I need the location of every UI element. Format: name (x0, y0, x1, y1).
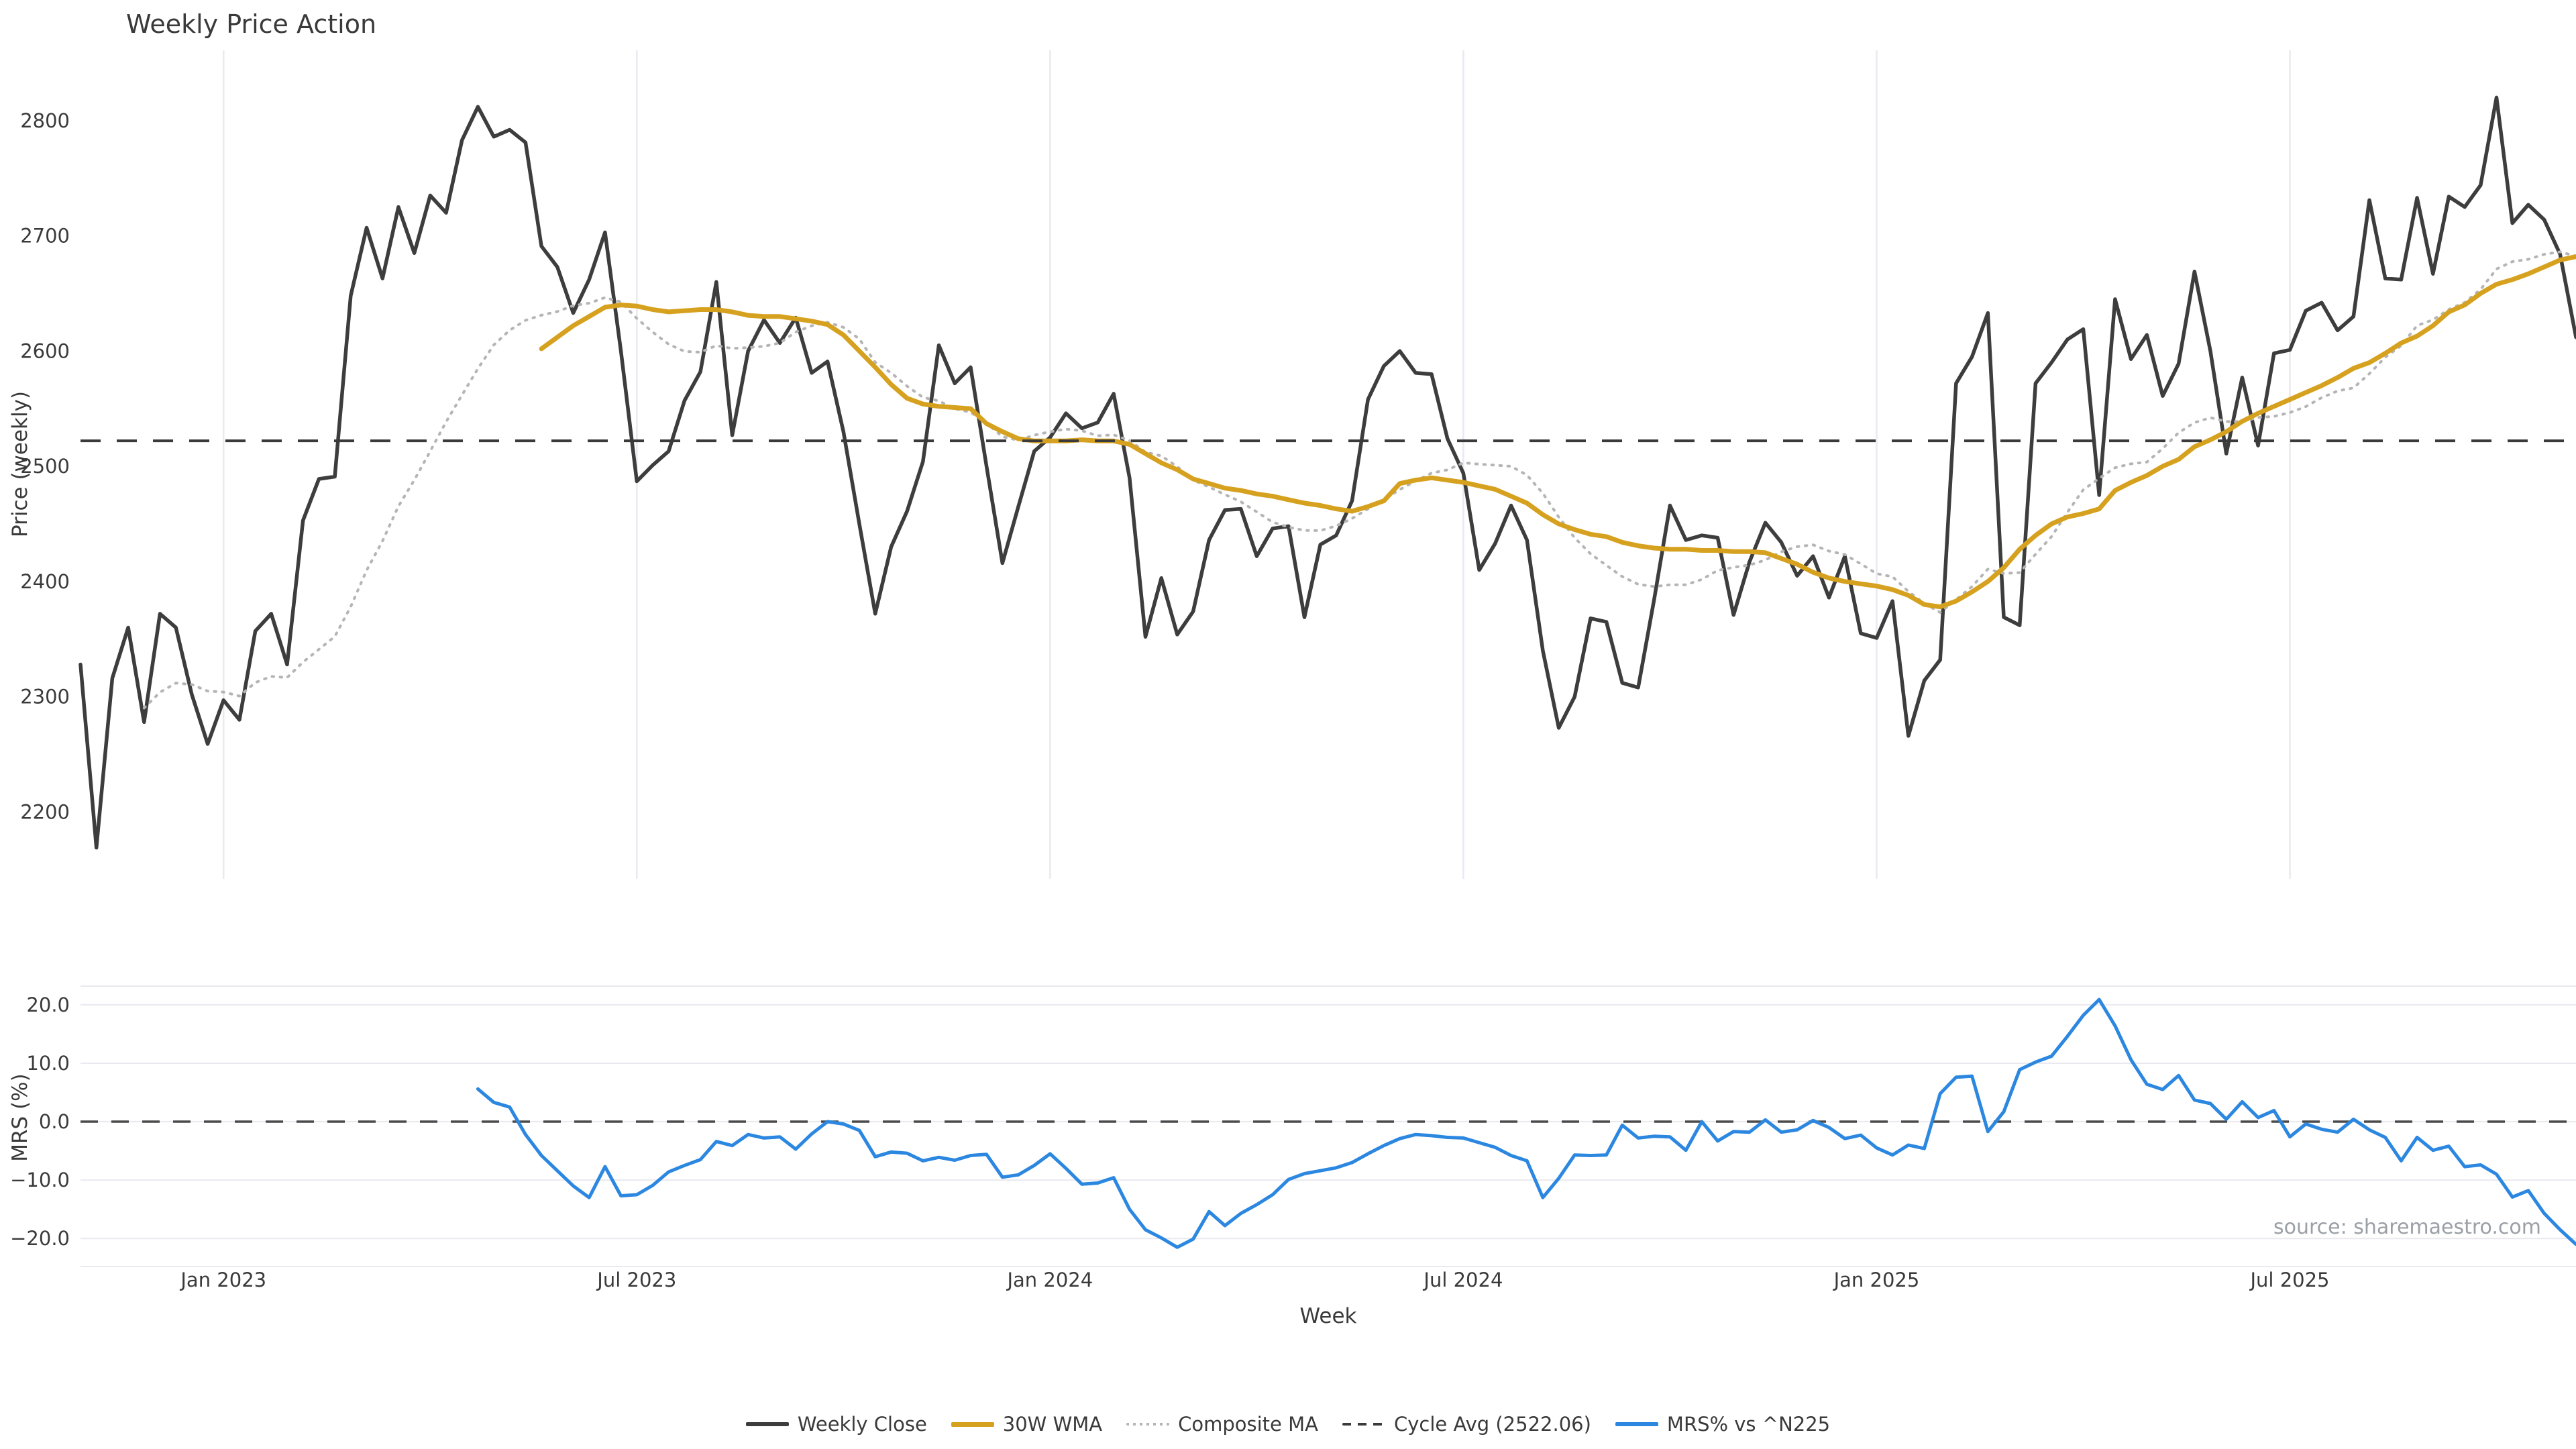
mrs-line (476, 998, 2576, 1249)
mrs-y-tick-label: 20.0 (26, 994, 70, 1016)
legend-swatch-30w-wma (951, 1421, 994, 1427)
price-axis-label: Price (weekly) (8, 390, 32, 538)
legend-label: MRS% vs ^N225 (1666, 1413, 1831, 1436)
page-title: Weekly Price Action (126, 9, 377, 39)
x-axis-label: Week (1299, 1304, 1357, 1328)
legend-item-composite-ma: Composite MA (1126, 1413, 1318, 1436)
x-tick-label: Jan 2023 (179, 1269, 266, 1291)
price-y-tick-label: 2800 (20, 109, 70, 132)
wma-line (539, 254, 2576, 610)
weekly-close-line (78, 95, 2576, 850)
price-y-tick-label: 2200 (20, 800, 70, 823)
x-tick-label: Jul 2023 (596, 1269, 676, 1291)
source-credit: source: sharemaestro.com (2273, 1216, 2541, 1239)
legend-item-mrs-vs-n225: MRS% vs ^N225 (1615, 1413, 1830, 1436)
legend-label: 30W WMA (1002, 1413, 1103, 1436)
x-tick-label: Jan 2024 (1006, 1269, 1093, 1291)
legend: Weekly Close 30W WMA Composite MA Cycle Avg… (0, 1413, 2576, 1436)
legend-swatch-mrs-vs-n225 (1615, 1422, 1658, 1426)
legend-label: Weekly Close (797, 1413, 927, 1436)
price-y-tick-label: 2500 (20, 455, 70, 478)
legend-swatch-cycle-avg-2522-06 (1342, 1423, 1385, 1426)
price-y-tick-label: 2300 (20, 686, 70, 708)
x-tick-label: Jul 2024 (1422, 1269, 1503, 1291)
mrs-y-tick-label: 10.0 (26, 1052, 70, 1075)
legend-swatch-composite-ma (1126, 1423, 1170, 1426)
price-y-tick-label: 2700 (20, 225, 70, 248)
x-tick-label: Jan 2025 (1833, 1269, 1920, 1291)
mrs-axis-label: MRS (%) (8, 1073, 32, 1162)
legend-item-30w-wma: 30W WMA (951, 1413, 1102, 1436)
mrs-y-tick-label: −10.0 (10, 1169, 70, 1191)
legend-item-weekly-close: Weekly Close (745, 1413, 927, 1436)
mrs-y-tick-label: 0.0 (39, 1110, 70, 1133)
legend-label: Composite MA (1178, 1413, 1318, 1436)
mrs-y-tick-label: −20.0 (10, 1227, 70, 1250)
composite-ma-line (142, 250, 2576, 710)
x-tick-label: Jul 2025 (2249, 1269, 2329, 1291)
legend-item-cycle-avg-2522-06: Cycle Avg (2522.06) (1342, 1413, 1591, 1436)
legend-label: Cycle Avg (2522.06) (1393, 1413, 1591, 1436)
price-y-tick-label: 2600 (20, 339, 70, 362)
price-y-tick-label: 2400 (20, 570, 70, 593)
legend-swatch-weekly-close (745, 1422, 789, 1426)
